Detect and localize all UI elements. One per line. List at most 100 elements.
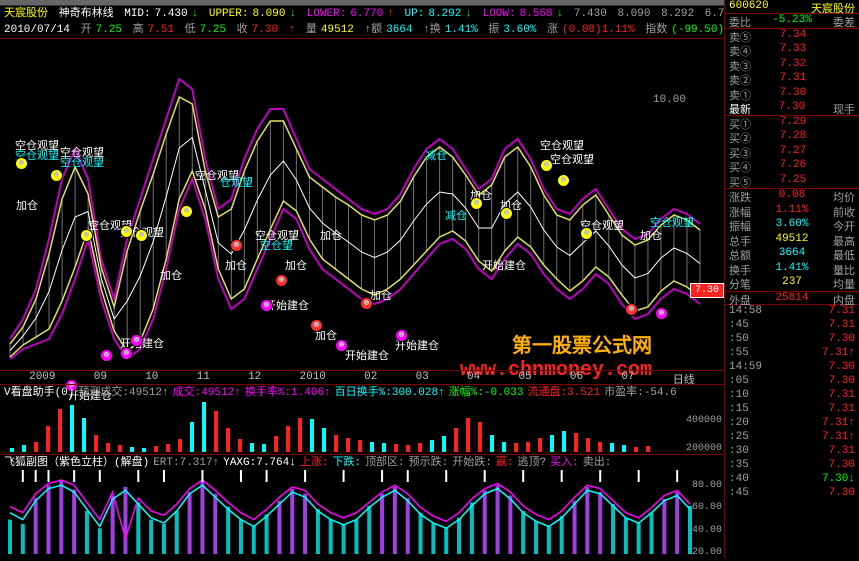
- sells-row: 卖①7.30: [725, 87, 859, 102]
- tick-row: :407.30↓: [725, 473, 859, 487]
- buys-row: 买①7.29: [725, 116, 859, 131]
- face-icon: ☻: [120, 225, 133, 238]
- xtick: 06: [570, 371, 583, 384]
- xtick: 07: [621, 371, 634, 384]
- tick-list[interactable]: 14:587.31:457.31:507.30:557.31↑14:597.30…: [725, 305, 859, 501]
- buys-row: 买③7.27: [725, 145, 859, 160]
- tick-row: :557.31↑: [725, 347, 859, 361]
- face-icon: ☻: [335, 339, 348, 352]
- current-price-tag: 7.30: [690, 283, 724, 298]
- chart-annotation: 加仓: [160, 267, 182, 283]
- face-icon: ☻: [15, 157, 28, 170]
- main-chart[interactable]: 10.00 7.30 第一股票公式网 www.chnmoney.com 空仓观望…: [0, 38, 724, 370]
- sub1-bars: [10, 400, 694, 452]
- sub2-svg: [0, 468, 724, 558]
- buys-row: 买⑤7.25: [725, 174, 859, 189]
- face-icon: ☻: [100, 349, 113, 362]
- tick-row: :457.31: [725, 319, 859, 333]
- buys-row: 买④7.26: [725, 159, 859, 174]
- header-line-1: 天宸股份 神奇布林线 MID:7.430↓ UPPER:8.090↓ LOWER…: [0, 6, 724, 22]
- xtick: 12: [248, 371, 261, 384]
- sells-row: 卖④7.33: [725, 43, 859, 58]
- xtick: 2010: [300, 371, 326, 384]
- tick-row: :257.31↑: [725, 431, 859, 445]
- face-icon: ☻: [580, 227, 593, 240]
- tick-row: 14:587.31: [725, 305, 859, 319]
- stat-row: 涨跌0.08均价: [725, 189, 859, 204]
- stat-row: 总手49512最高: [725, 233, 859, 248]
- stat-row: 换手1.41%量比: [725, 262, 859, 277]
- face-icon: ☻: [275, 274, 288, 287]
- tick-row: :107.31: [725, 389, 859, 403]
- tick-row: :307.31: [725, 445, 859, 459]
- face-icon: ☻: [557, 174, 570, 187]
- sub2-header: 飞狐副图（紫色立柱）(解盘)ERT:7.317↑YAXG:7.764↓上涨:下跌…: [0, 454, 724, 468]
- sub1-yticks: 400000200000: [686, 398, 722, 454]
- sub1-header: V看盘助手(0)预测成交:49512↑成交:49512↑换手率%:1.406↑百…: [0, 384, 724, 398]
- sub-chart-2[interactable]: 飞狐副图（紫色立柱）(解盘)ERT:7.317↑YAXG:7.764↓上涨:下跌…: [0, 454, 724, 558]
- sub-chart-1[interactable]: V看盘助手(0)预测成交:49512↑成交:49512↑换手率%:1.406↑百…: [0, 384, 724, 454]
- chart-annotation: 空仓望: [260, 237, 293, 253]
- outer-inner-row: 外盘 25814 内盘: [725, 291, 859, 306]
- sells-row: 卖②7.31: [725, 72, 859, 87]
- xtick: 02: [364, 371, 377, 384]
- face-icon: ☻: [310, 319, 323, 332]
- chart-annotation: 开始建仓: [482, 257, 526, 273]
- stat-row: 振幅3.60%今开: [725, 218, 859, 233]
- chart-annotation: 减仓: [425, 147, 447, 163]
- tick-row: :357.30: [725, 459, 859, 473]
- price-scale-label: 10.00: [653, 94, 686, 106]
- right-panel: 600620 天宸股份 委比 -5.23% 委差 卖⑤7.34卖④7.33卖③7…: [724, 0, 859, 558]
- x-axis: 2009091011122010020304050607日线: [0, 370, 724, 384]
- tick-row: :457.30: [725, 487, 859, 501]
- last-price-row: 最新 7.30 现手: [725, 101, 859, 116]
- sub2-yticks: 80.0060.0040.0020.00: [692, 468, 722, 558]
- stat-row: 总额3664最低: [725, 247, 859, 262]
- face-icon: ☻: [625, 303, 638, 316]
- face-icon: ☻: [655, 307, 668, 320]
- stock-name: 天宸股份: [4, 8, 48, 20]
- face-icon: ☻: [230, 239, 243, 252]
- sells-row: 卖③7.32: [725, 58, 859, 73]
- stat-row: 分笔237均量: [725, 276, 859, 291]
- chart-annotation: 空仓观望: [550, 151, 594, 167]
- stock-title[interactable]: 600620 天宸股份: [725, 0, 859, 14]
- tick-row: :207.31↑: [725, 417, 859, 431]
- header-line-2: 2010/07/14 开7.25 高7.51 低7.25 收7.30 ↑ 量49…: [0, 22, 724, 38]
- ratio-row: 委比 -5.23% 委差: [725, 14, 859, 29]
- xtick: 04: [467, 371, 480, 384]
- xtick: 10: [145, 371, 158, 384]
- chart-annotation: 开始建仓: [345, 347, 389, 363]
- face-icon: ☻: [180, 205, 193, 218]
- buys-row: 买②7.28: [725, 130, 859, 145]
- face-icon: ☻: [500, 207, 513, 220]
- tick-row: :157.31: [725, 403, 859, 417]
- chart-annotation: 空仓观望: [60, 154, 104, 170]
- chart-annotation: 加仓: [16, 197, 38, 213]
- stat-row: 涨幅1.11%前收: [725, 204, 859, 219]
- face-icon: ☻: [395, 329, 408, 342]
- chart-annotation: 仓观望: [220, 174, 253, 190]
- chart-annotation: 空仓观望: [650, 214, 694, 230]
- chart-annotation: 减仓: [445, 207, 467, 223]
- face-icon: ☻: [540, 159, 553, 172]
- face-icon: ☻: [80, 229, 93, 242]
- sells-row: 卖⑤7.34: [725, 29, 859, 44]
- face-icon: ☻: [135, 229, 148, 242]
- tick-row: 14:597.30: [725, 361, 859, 375]
- main-chart-svg: [0, 39, 724, 371]
- xtick: 11: [197, 371, 210, 384]
- xtick: 09: [94, 371, 107, 384]
- chart-annotation: 加仓: [285, 257, 307, 273]
- face-icon: ☻: [470, 197, 483, 210]
- xtick: 2009: [29, 371, 55, 384]
- chart-annotation: 加仓: [225, 257, 247, 273]
- face-icon: ☻: [130, 334, 143, 347]
- face-icon: ☻: [50, 169, 63, 182]
- tick-row: :057.30: [725, 375, 859, 389]
- face-icon: ☻: [120, 347, 133, 360]
- chart-annotation: 加仓: [320, 227, 342, 243]
- face-icon: ☻: [360, 297, 373, 310]
- chart-annotation: 加仓: [370, 287, 392, 303]
- xtick: 03: [416, 371, 429, 384]
